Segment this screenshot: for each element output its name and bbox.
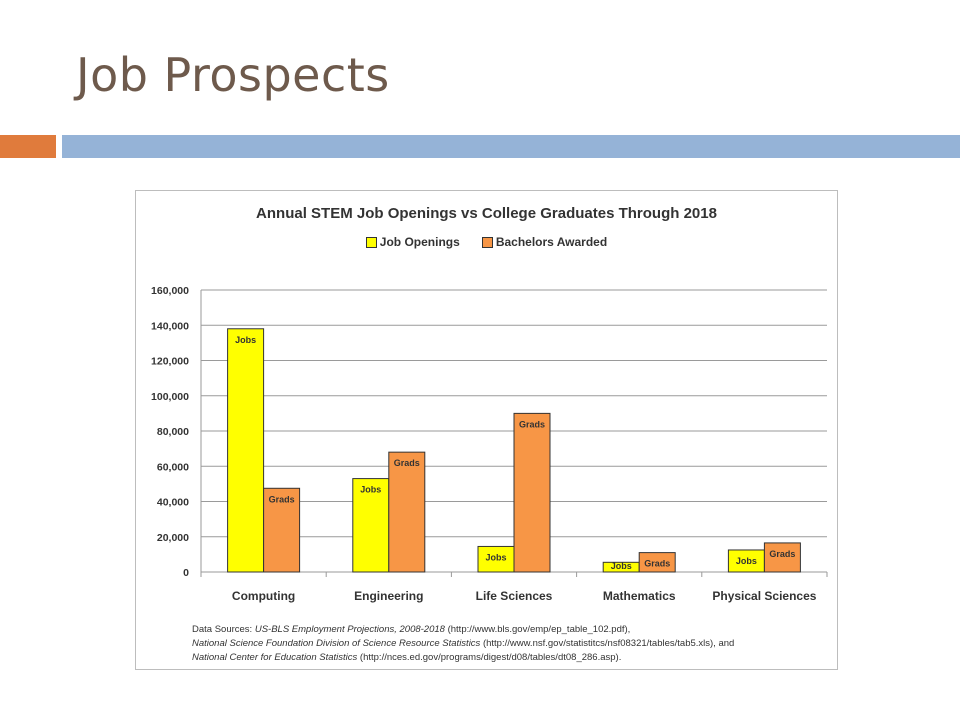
title-band-bar bbox=[62, 135, 960, 158]
legend-swatch-job-openings bbox=[365, 236, 377, 248]
y-tick-label: 60,000 bbox=[157, 461, 189, 473]
bar-computing-grads bbox=[263, 487, 301, 573]
legend-label-bachelors-awarded: Bachelors Awarded bbox=[495, 235, 608, 249]
bar-mathematics-grads bbox=[638, 552, 676, 573]
legend-swatch-bachelors-awarded bbox=[481, 236, 493, 248]
bar-physical-sciences-grads bbox=[763, 542, 801, 573]
y-tick-label: 100,000 bbox=[151, 391, 189, 403]
y-tick-label: 140,000 bbox=[151, 320, 189, 332]
sources-line-2: National Science Foundation Division of … bbox=[192, 638, 735, 649]
chart-frame: Annual STEM Job Openings vs College Grad… bbox=[135, 190, 838, 670]
y-tick-label: 120,000 bbox=[151, 356, 189, 368]
bar-data-label: Grads bbox=[394, 458, 420, 468]
bar-data-label: Grads bbox=[644, 559, 670, 569]
bar-data-label: Jobs bbox=[611, 561, 632, 571]
bar-data-label: Jobs bbox=[235, 335, 256, 345]
legend-item-job-openings: Job Openings bbox=[365, 235, 460, 249]
bar-data-label: Grads bbox=[519, 419, 545, 429]
title-accent-bar bbox=[0, 135, 56, 158]
bar-data-label: Grads bbox=[269, 494, 295, 504]
bar-data-label: Jobs bbox=[360, 485, 381, 495]
x-tick-label: Mathematics bbox=[603, 589, 676, 603]
chart-sources: Data Sources: US-BLS Employment Projecti… bbox=[192, 623, 832, 665]
x-tick-label: Engineering bbox=[354, 589, 423, 603]
legend-item-bachelors-awarded: Bachelors Awarded bbox=[481, 235, 608, 249]
x-tick-label: Computing bbox=[232, 589, 295, 603]
y-tick-label: 160,000 bbox=[151, 285, 189, 297]
x-tick-label: Physical Sciences bbox=[712, 589, 816, 603]
bar-data-label: Jobs bbox=[485, 552, 506, 562]
slide-title: Job Prospects bbox=[76, 48, 390, 102]
bar-data-label: Grads bbox=[769, 549, 795, 559]
chart-title: Annual STEM Job Openings vs College Grad… bbox=[256, 205, 717, 222]
sources-line-1: Data Sources: US-BLS Employment Projecti… bbox=[192, 624, 631, 635]
chart-legend: Job Openings Bachelors Awarded bbox=[136, 235, 837, 249]
y-tick-label: 80,000 bbox=[157, 426, 189, 438]
bar-life-sciences-grads bbox=[513, 412, 551, 573]
bar-engineering-jobs bbox=[352, 478, 390, 573]
bar-engineering-grads bbox=[388, 451, 426, 573]
sources-line-3: National Center for Education Statistics… bbox=[192, 652, 622, 663]
x-tick-label: Life Sciences bbox=[476, 589, 553, 603]
y-tick-label: 40,000 bbox=[157, 497, 189, 509]
legend-label-job-openings: Job Openings bbox=[379, 235, 460, 249]
y-tick-label: 20,000 bbox=[157, 532, 189, 544]
bar-computing-jobs bbox=[227, 328, 265, 573]
bar-data-label: Jobs bbox=[736, 556, 757, 566]
chart-plot-area: 0 20,000 40,000 60,000 80,000 100,000 120,000 1… bbox=[151, 285, 828, 603]
y-tick-label: 0 bbox=[183, 567, 189, 579]
